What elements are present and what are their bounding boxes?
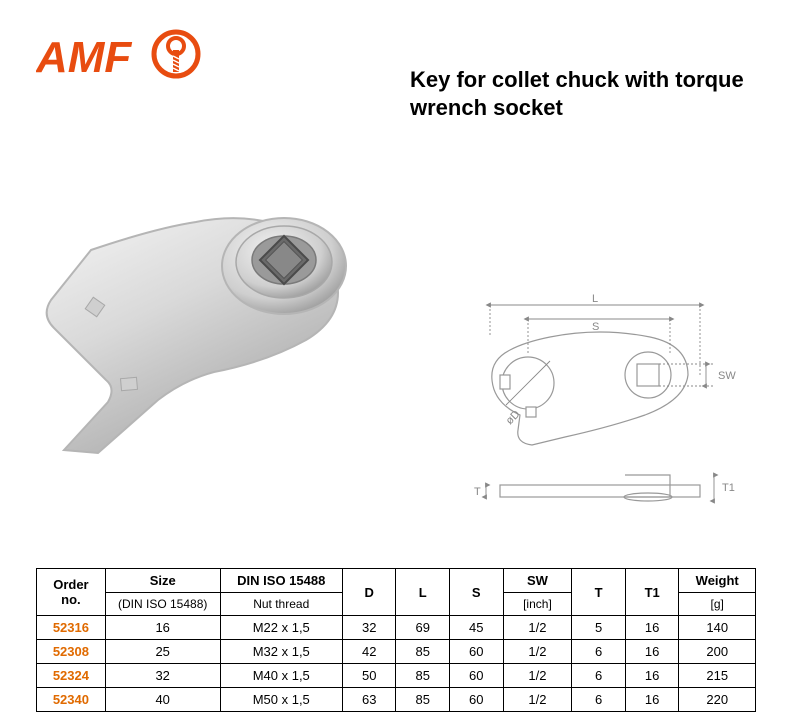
data-cell: 16 bbox=[625, 664, 679, 688]
data-cell: 60 bbox=[450, 640, 504, 664]
data-cell: 63 bbox=[342, 688, 396, 712]
data-cell: 6 bbox=[572, 688, 626, 712]
data-cell: 85 bbox=[396, 640, 450, 664]
page-title: Key for collet chuck with torque wrench … bbox=[410, 66, 750, 121]
col-header: S bbox=[450, 569, 504, 616]
notch-lower bbox=[121, 377, 138, 390]
data-cell: 6 bbox=[572, 640, 626, 664]
data-cell: 16 bbox=[105, 616, 220, 640]
data-cell: 6 bbox=[572, 664, 626, 688]
data-cell: 85 bbox=[396, 664, 450, 688]
table-row: 5234040M50 x 1,56385601/2616220 bbox=[37, 688, 756, 712]
data-cell: 220 bbox=[679, 688, 756, 712]
dim-label-l: L bbox=[592, 293, 598, 305]
data-cell: 200 bbox=[679, 640, 756, 664]
data-cell: 16 bbox=[625, 688, 679, 712]
spec-table: Orderno.SizeDIN ISO 15488DLSSWTT1Weight … bbox=[36, 568, 756, 712]
data-cell: 1/2 bbox=[503, 664, 572, 688]
data-cell: 85 bbox=[396, 688, 450, 712]
table-row: 5230825M32 x 1,54285601/2616200 bbox=[37, 640, 756, 664]
data-cell: 32 bbox=[105, 664, 220, 688]
diagram-notch1 bbox=[500, 375, 510, 389]
logo-screw-icon bbox=[154, 32, 198, 76]
diagram-sw-square bbox=[637, 364, 659, 386]
col-header: L bbox=[396, 569, 450, 616]
spec-table-container: Orderno.SizeDIN ISO 15488DLSSWTT1Weight … bbox=[36, 568, 756, 712]
col-header: Weight bbox=[679, 569, 756, 593]
data-cell: 42 bbox=[342, 640, 396, 664]
data-cell: 40 bbox=[105, 688, 220, 712]
table-row: 5231616M22 x 1,53269451/2516140 bbox=[37, 616, 756, 640]
data-cell: 16 bbox=[625, 640, 679, 664]
col-subheader: Nut thread bbox=[220, 593, 342, 616]
technical-diagram: L S øD SW T T1 bbox=[470, 275, 760, 535]
data-cell: 32 bbox=[342, 616, 396, 640]
col-header: Size bbox=[105, 569, 220, 593]
data-cell: 140 bbox=[679, 616, 756, 640]
data-cell: 50 bbox=[342, 664, 396, 688]
dim-label-t: T bbox=[474, 486, 481, 498]
order-no-cell: 52316 bbox=[37, 616, 106, 640]
diagram-notch2 bbox=[526, 407, 536, 417]
order-no-cell: 52324 bbox=[37, 664, 106, 688]
dim-label-t1: T1 bbox=[722, 482, 735, 494]
dim-label-d: øD bbox=[504, 408, 523, 427]
order-no-cell: 52340 bbox=[37, 688, 106, 712]
col-header: T bbox=[572, 569, 626, 616]
data-cell: M22 x 1,5 bbox=[220, 616, 342, 640]
data-cell: 215 bbox=[679, 664, 756, 688]
data-cell: 45 bbox=[450, 616, 504, 640]
data-cell: 1/2 bbox=[503, 616, 572, 640]
data-cell: 5 bbox=[572, 616, 626, 640]
logo: AMF bbox=[36, 28, 206, 86]
logo-text: AMF bbox=[36, 33, 132, 82]
col-header: DIN ISO 15488 bbox=[220, 569, 342, 593]
col-header: D bbox=[342, 569, 396, 616]
data-cell: 60 bbox=[450, 688, 504, 712]
data-cell: 69 bbox=[396, 616, 450, 640]
data-cell: 60 bbox=[450, 664, 504, 688]
col-subheader: [inch] bbox=[503, 593, 572, 616]
socket-hub bbox=[222, 218, 346, 314]
data-cell: M32 x 1,5 bbox=[220, 640, 342, 664]
col-header: T1 bbox=[625, 569, 679, 616]
col-subheader: (DIN ISO 15488) bbox=[105, 593, 220, 616]
data-cell: M50 x 1,5 bbox=[220, 688, 342, 712]
dim-label-s: S bbox=[592, 321, 599, 333]
table-row: 5232432M40 x 1,55085601/2616215 bbox=[37, 664, 756, 688]
col-header: SW bbox=[503, 569, 572, 593]
data-cell: 16 bbox=[625, 616, 679, 640]
diagram-top-outline bbox=[492, 332, 688, 445]
table-header-row: Orderno.SizeDIN ISO 15488DLSSWTT1Weight bbox=[37, 569, 756, 593]
diagram-hub-outer bbox=[625, 352, 671, 398]
col-header: Orderno. bbox=[37, 569, 106, 616]
data-cell: 1/2 bbox=[503, 640, 572, 664]
data-cell: 25 bbox=[105, 640, 220, 664]
order-no-cell: 52308 bbox=[37, 640, 106, 664]
data-cell: 1/2 bbox=[503, 688, 572, 712]
col-subheader: [g] bbox=[679, 593, 756, 616]
data-cell: M40 x 1,5 bbox=[220, 664, 342, 688]
dim-label-sw: SW bbox=[718, 370, 736, 382]
product-photo bbox=[36, 170, 406, 460]
